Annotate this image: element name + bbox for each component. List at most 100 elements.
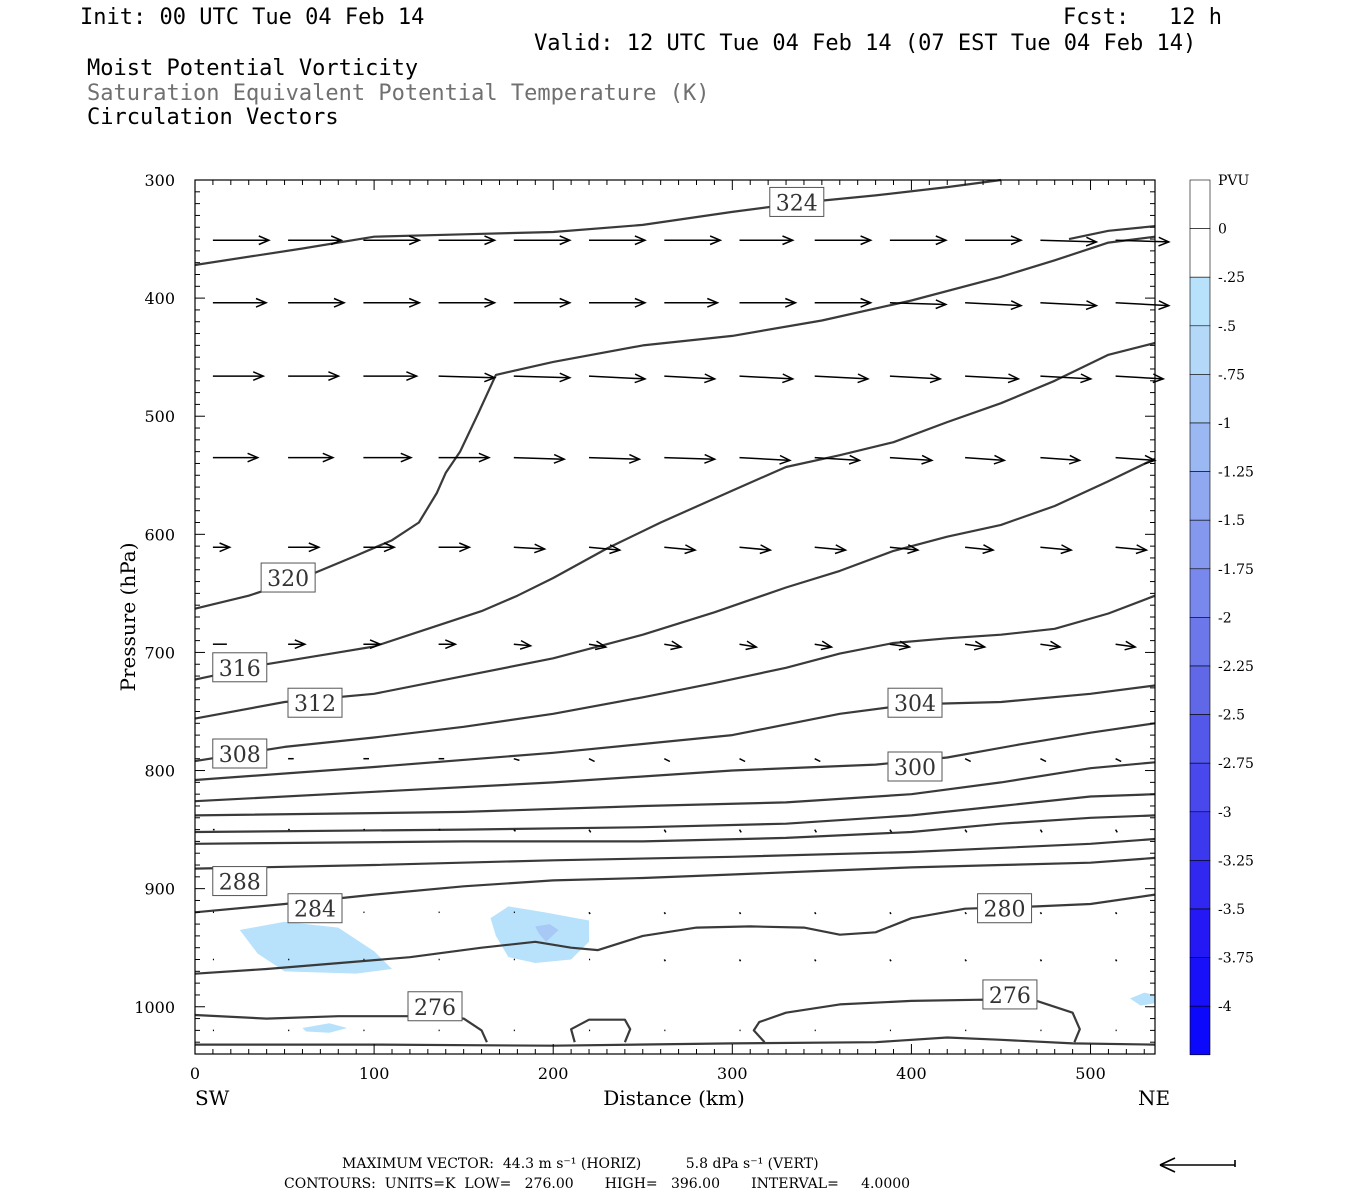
svg-text:316: 316 bbox=[219, 657, 261, 682]
circulation-vector bbox=[889, 911, 892, 915]
colorbar-swatch bbox=[1189, 860, 1211, 910]
forecast-hour: Fcst: 12 h bbox=[1063, 5, 1222, 30]
colorbar-swatch bbox=[1189, 325, 1211, 375]
svg-text:284: 284 bbox=[294, 898, 336, 923]
circulation-vector bbox=[1040, 373, 1093, 384]
x-tick-label: 0 bbox=[190, 1064, 200, 1083]
colorbar-label: -1.75 bbox=[1218, 562, 1254, 578]
circulation-vector bbox=[1115, 640, 1138, 651]
y-tick-label: 900 bbox=[144, 880, 175, 899]
circulation-vector bbox=[438, 639, 458, 650]
contour-308-5 bbox=[194, 594, 1156, 763]
title-circulation: Circulation Vectors bbox=[87, 105, 339, 130]
contour-label-280: 280 bbox=[977, 893, 1033, 924]
contour-276-16 bbox=[752, 998, 1081, 1043]
circulation-vector bbox=[212, 371, 266, 381]
colorbar-label: -.75 bbox=[1218, 367, 1245, 383]
circulation-vector bbox=[664, 640, 684, 651]
colorbar-swatch bbox=[1189, 714, 1211, 764]
circulation-vector bbox=[814, 959, 817, 962]
circulation-vector bbox=[588, 911, 591, 915]
circulation-vector bbox=[1114, 829, 1118, 833]
colorbar-swatch bbox=[1189, 908, 1211, 958]
circulation-vector bbox=[438, 235, 497, 246]
reference-vector bbox=[1159, 1157, 1236, 1173]
colorbar-swatch bbox=[1189, 957, 1211, 1007]
circulation-vector bbox=[739, 235, 795, 246]
circulation-vector bbox=[664, 297, 720, 308]
circulation-vector bbox=[664, 373, 717, 384]
colorbar-swatch bbox=[1189, 568, 1211, 618]
contour-276-15 bbox=[570, 1018, 632, 1043]
sw-label: SW bbox=[195, 1086, 230, 1110]
svg-text:320: 320 bbox=[267, 567, 309, 592]
title-theta-es: Saturation Equivalent Potential Temperat… bbox=[87, 81, 710, 106]
circulation-vector bbox=[965, 373, 1021, 384]
colorbar-label: 0 bbox=[1218, 222, 1227, 238]
circulation-vector bbox=[363, 639, 383, 650]
colorbar-label: -2.5 bbox=[1218, 708, 1245, 724]
circulation-vector bbox=[438, 297, 497, 308]
circulation-vector bbox=[1040, 300, 1099, 311]
circulation-vector bbox=[814, 373, 870, 384]
colorbar-label: -.25 bbox=[1218, 270, 1245, 286]
colorbar-swatch bbox=[1189, 762, 1211, 813]
circulation-vector bbox=[363, 235, 422, 246]
contour-312-4 bbox=[194, 457, 1156, 720]
circulation-vector bbox=[212, 452, 260, 463]
circulation-vector bbox=[965, 454, 1007, 465]
circulation-vector bbox=[889, 454, 934, 465]
circulation-vector bbox=[588, 453, 642, 464]
circulation-vector bbox=[739, 297, 798, 308]
circulation-vector bbox=[889, 640, 912, 651]
init-time: Init: 00 UTC Tue 04 Feb 14 bbox=[80, 5, 425, 30]
x-tick-label: 300 bbox=[717, 1064, 748, 1083]
max-vector-note: MAXIMUM VECTOR: 44.3 m s⁻¹ (HORIZ) 5.8 d… bbox=[342, 1156, 819, 1172]
colorbar-swatch bbox=[1189, 179, 1211, 229]
circulation-vector bbox=[738, 911, 742, 915]
mpv-shade-3 bbox=[302, 1023, 348, 1033]
y-tick-label: 400 bbox=[144, 289, 175, 308]
circulation-vector bbox=[212, 542, 232, 553]
circulation-vector bbox=[965, 300, 1024, 311]
circulation-vector bbox=[589, 297, 647, 308]
circulation-vector bbox=[814, 829, 818, 833]
colorbar-label: -4 bbox=[1218, 999, 1232, 1015]
mpv-shade-2 bbox=[535, 924, 559, 942]
mpv-shade-4 bbox=[1129, 992, 1155, 1006]
circulation-vector bbox=[663, 911, 667, 915]
colorbar-label: -3.75 bbox=[1218, 951, 1254, 967]
ne-label: NE bbox=[1138, 1086, 1170, 1110]
contour-label-300: 300 bbox=[887, 751, 943, 782]
contour-label-324: 324 bbox=[769, 186, 825, 217]
colorbar-label: -3.5 bbox=[1218, 902, 1245, 918]
circulation-vector bbox=[288, 297, 347, 308]
circulation-vector bbox=[739, 544, 773, 555]
circulation-vector bbox=[889, 959, 892, 962]
circulation-vector bbox=[363, 542, 397, 553]
circulation-vector bbox=[889, 544, 920, 555]
x-tick-label: 500 bbox=[1075, 1064, 1106, 1083]
colorbar-label: -3.25 bbox=[1218, 853, 1254, 869]
colorbar-label: -3 bbox=[1218, 805, 1232, 821]
circulation-vector bbox=[1040, 758, 1047, 763]
circulation-vector bbox=[889, 829, 893, 833]
y-axis-label: Pressure (hPa) bbox=[116, 543, 140, 692]
x-tick-label: 400 bbox=[896, 1064, 927, 1083]
circulation-vector bbox=[1039, 911, 1043, 915]
circulation-vector bbox=[588, 373, 647, 384]
circulation-vector bbox=[1039, 959, 1043, 962]
circulation-vector bbox=[438, 542, 472, 553]
colorbar-swatch bbox=[1189, 811, 1211, 861]
svg-text:288: 288 bbox=[219, 871, 261, 896]
contour-label-312: 312 bbox=[287, 687, 343, 718]
colorbar-swatch bbox=[1189, 374, 1211, 424]
circulation-vector bbox=[513, 757, 520, 762]
contours-note: CONTOURS: UNITS=K LOW= 276.00 HIGH= 396.… bbox=[284, 1176, 911, 1192]
circulation-vector bbox=[739, 454, 792, 465]
circulation-vector bbox=[1039, 829, 1043, 833]
colorbar-label: -2.25 bbox=[1218, 659, 1254, 675]
colorbar-swatch bbox=[1189, 422, 1211, 472]
circulation-vector bbox=[889, 235, 948, 246]
